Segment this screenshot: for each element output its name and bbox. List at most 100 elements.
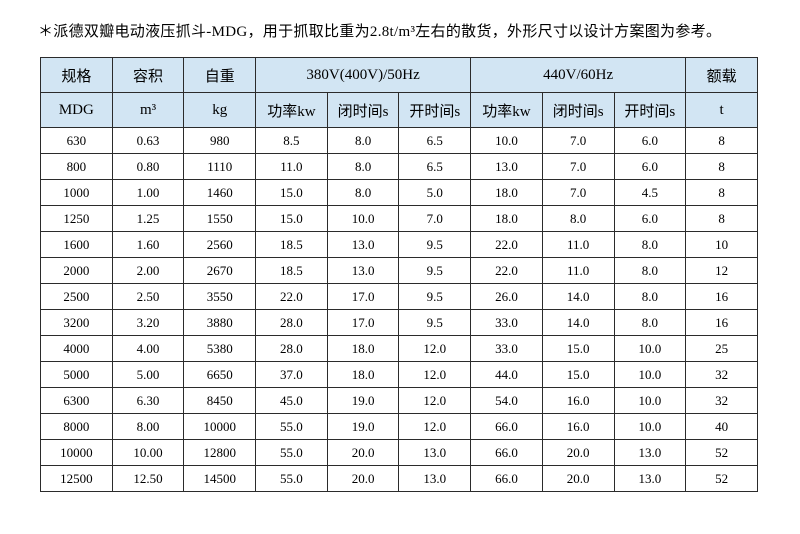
- table-cell: 6.5: [398, 127, 472, 154]
- table-cell: 52: [685, 465, 758, 492]
- table-cell: 2500: [40, 283, 113, 310]
- table-cell: 8: [685, 179, 758, 206]
- header-load-unit: t: [685, 92, 758, 128]
- table-cell: 15.0: [255, 179, 328, 206]
- table-cell: 1460: [183, 179, 257, 206]
- table-cell: 20.0: [326, 465, 400, 492]
- page-title: ＊派德双瓣电动液压抓斗-MDG，用于抓取比重为2.8t/m³左右的散货，外形尺寸…: [38, 24, 722, 40]
- table-cell: 32: [685, 387, 758, 414]
- table-cell: 8000: [40, 413, 113, 440]
- table-cell: 66.0: [470, 465, 543, 492]
- table-cell: 28.0: [255, 335, 328, 362]
- table-cell: 3200: [40, 309, 113, 336]
- table-cell: 2.50: [111, 283, 185, 310]
- table-cell: 9.5: [398, 231, 472, 258]
- table-cell: 8.0: [613, 309, 687, 336]
- table-cell: 22.0: [470, 231, 543, 258]
- table-cell: 11.0: [541, 231, 615, 258]
- table-row: 630 0.63 980 8.5 8.0 6.5 10.0 7.0 6.0 8: [40, 127, 758, 154]
- table-cell: 13.0: [613, 465, 687, 492]
- table-cell: 7.0: [541, 179, 615, 206]
- table-cell: 15.0: [541, 361, 615, 388]
- table-cell: 9.5: [398, 257, 472, 284]
- table-cell: 8.0: [613, 231, 687, 258]
- header-440v-close-time: 闭时间s: [541, 92, 615, 128]
- table-cell: 18.0: [470, 179, 543, 206]
- header-weight-unit: kg: [183, 92, 257, 128]
- table-row: 1000 1.00 1460 15.0 8.0 5.0 18.0 7.0 4.5 8: [40, 179, 758, 206]
- table-cell: 45.0: [255, 387, 328, 414]
- table-cell: 5.0: [398, 179, 472, 206]
- table-cell: 12: [685, 257, 758, 284]
- table-row: 800 0.80 1110 11.0 8.0 6.5 13.0 7.0 6.0 8: [40, 153, 758, 180]
- table-cell: 4.5: [613, 179, 687, 206]
- table-cell: 11.0: [255, 153, 328, 180]
- header-weight-label: 自重: [183, 57, 257, 93]
- table-cell: 55.0: [255, 439, 328, 466]
- table-cell: 0.63: [111, 127, 185, 154]
- table-cell: 1000: [40, 179, 113, 206]
- table-cell: 8.00: [111, 413, 185, 440]
- table-row: 1600 1.60 2560 18.5 13.0 9.5 22.0 11.0 8.0 10: [40, 231, 758, 258]
- table-cell: 16: [685, 283, 758, 310]
- table-cell: 8: [685, 205, 758, 232]
- table-cell: 12.0: [398, 335, 472, 362]
- table-cell: 2670: [183, 257, 257, 284]
- table-cell: 2560: [183, 231, 257, 258]
- table-cell: 25: [685, 335, 758, 362]
- table-cell: 10.0: [613, 335, 687, 362]
- table-cell: 8: [685, 127, 758, 154]
- table-cell: 33.0: [470, 335, 543, 362]
- table-cell: 6.0: [613, 153, 687, 180]
- table-cell: 7.0: [541, 127, 615, 154]
- table-cell: 28.0: [255, 309, 328, 336]
- table-cell: 8.5: [255, 127, 328, 154]
- table-cell: 7.0: [398, 205, 472, 232]
- table-cell: 44.0: [470, 361, 543, 388]
- table-cell: 8.0: [613, 283, 687, 310]
- table-cell: 1550: [183, 205, 257, 232]
- table-row: 2500 2.50 3550 22.0 17.0 9.5 26.0 14.0 8.0 16: [40, 283, 758, 310]
- table-cell: 10.0: [613, 413, 687, 440]
- table-cell: 20.0: [326, 439, 400, 466]
- table-cell: 10.00: [111, 439, 185, 466]
- table-cell: 6.0: [613, 205, 687, 232]
- table-cell: 33.0: [470, 309, 543, 336]
- table-cell: 6650: [183, 361, 257, 388]
- table-cell: 4.00: [111, 335, 185, 362]
- table-cell: 12.0: [398, 361, 472, 388]
- table-cell: 55.0: [255, 465, 328, 492]
- table-cell: 8.0: [326, 127, 400, 154]
- header-380v-open-time: 开时间s: [398, 92, 472, 128]
- table-cell: 8.0: [326, 179, 400, 206]
- table-cell: 10000: [40, 439, 113, 466]
- table-cell: 14500: [183, 465, 257, 492]
- table-cell: 5.00: [111, 361, 185, 388]
- table-cell: 1.25: [111, 205, 185, 232]
- table-cell: 15.0: [541, 335, 615, 362]
- table-cell: 13.0: [398, 439, 472, 466]
- table-cell: 0.80: [111, 153, 185, 180]
- table-cell: 13.0: [470, 153, 543, 180]
- table-cell: 10.0: [326, 205, 400, 232]
- header-capacity-unit: m³: [111, 92, 185, 128]
- table-cell: 19.0: [326, 413, 400, 440]
- header-spec-label: 规格: [40, 57, 113, 93]
- table-cell: 630: [40, 127, 113, 154]
- table-cell: 37.0: [255, 361, 328, 388]
- table-cell: 19.0: [326, 387, 400, 414]
- table-cell: 55.0: [255, 413, 328, 440]
- table-cell: 1110: [183, 153, 257, 180]
- table-row: 6300 6.30 8450 45.0 19.0 12.0 54.0 16.0 10.0 32: [40, 387, 758, 414]
- table-cell: 11.0: [541, 257, 615, 284]
- table-row: 3200 3.20 3880 28.0 17.0 9.5 33.0 14.0 8.0 16: [40, 309, 758, 336]
- table-cell: 800: [40, 153, 113, 180]
- header-load-label: 额载: [685, 57, 758, 93]
- table-cell: 16: [685, 309, 758, 336]
- table-cell: 1250: [40, 205, 113, 232]
- table-cell: 10.0: [613, 361, 687, 388]
- header-row-labels: 规格 容积 自重 380V(400V)/50Hz 440V/60Hz 额载: [40, 57, 758, 93]
- table-cell: 13.0: [326, 231, 400, 258]
- header-440v-power: 功率kw: [470, 92, 543, 128]
- table-cell: 13.0: [398, 465, 472, 492]
